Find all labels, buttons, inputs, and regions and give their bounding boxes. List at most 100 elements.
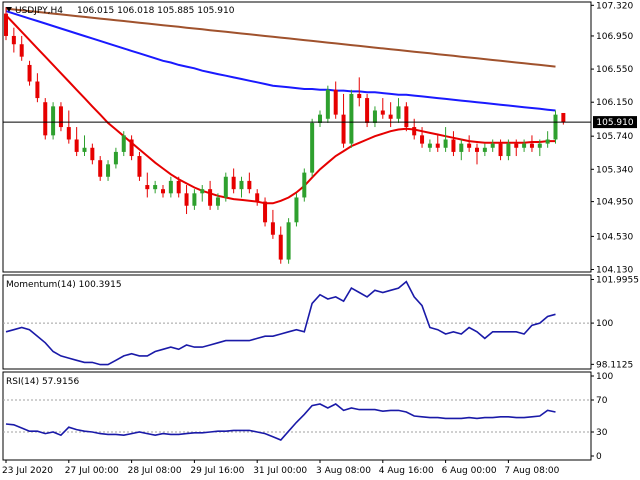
candle [506, 139, 511, 161]
candle [522, 139, 527, 152]
candle-body [11, 35, 16, 45]
candle [349, 89, 354, 148]
candle [443, 127, 448, 152]
time-tick-label: 28 Jul 08:00 [128, 466, 182, 476]
candle-body [498, 143, 503, 157]
collapse-triangle-icon[interactable] [6, 7, 12, 12]
price-tick-label: 105.740 [596, 132, 633, 142]
candle-body [388, 114, 393, 119]
candle-body [168, 180, 173, 194]
price-tick-label: 104.130 [596, 266, 633, 276]
candle-body [27, 64, 32, 82]
candle-body [529, 143, 534, 148]
ma-fast-layer [5, 14, 556, 205]
time-tick-label: 23 Jul 2020 [2, 466, 53, 476]
candle [278, 226, 283, 264]
last-price-tag: 105.910 [593, 116, 637, 129]
candle-body [113, 151, 118, 165]
candle [58, 102, 63, 132]
candle [161, 185, 165, 198]
candle [427, 139, 432, 152]
candle [475, 143, 479, 165]
candle-body [106, 164, 111, 177]
candle-body [467, 143, 472, 148]
candle-body [318, 114, 322, 123]
candle [302, 168, 307, 202]
candle [19, 35, 24, 61]
candle-body [98, 160, 103, 177]
rsi-label: RSI(14) 57.9156 [6, 377, 79, 387]
time-tick-label: 6 Aug 00:00 [442, 466, 497, 476]
main-price-panel: 107.320 106.950 106.550 106.150 105.740 105.3… [2, 1, 637, 276]
time-tick-label: 27 Jul 00:00 [65, 466, 119, 476]
candle [357, 77, 362, 107]
momentum-panel: 101.9955 100 98.1125 Momentum(14) 100.3915 [2, 274, 639, 370]
candle-body [231, 176, 236, 190]
candle-body [380, 110, 385, 115]
candle [192, 189, 197, 210]
rsi-tick-label: 30 [596, 428, 608, 438]
candle-body [522, 143, 527, 148]
momentum-label: Momentum(14) 100.3915 [6, 280, 122, 290]
candle [35, 73, 40, 103]
price-tick-label: 106.550 [596, 65, 633, 75]
candle-body [514, 143, 519, 148]
candle-body [443, 139, 448, 148]
ma-fast-line [5, 14, 556, 205]
candle-body [561, 112, 566, 123]
price-tick-label: 107.320 [596, 1, 633, 11]
price-axis: 107.320 106.950 106.550 106.150 105.740 105.3… [591, 1, 633, 276]
candle [223, 172, 228, 202]
candle [490, 139, 495, 152]
candle-body [153, 185, 158, 190]
candle-body [74, 139, 79, 152]
ma-slow-layer [5, 7, 556, 68]
candle-body [161, 189, 165, 194]
candle [537, 139, 542, 157]
candle [325, 85, 330, 123]
candle-body [553, 114, 558, 140]
time-tick-label: 31 Jul 00:00 [253, 466, 307, 476]
price-tick-label: 106.950 [596, 32, 633, 42]
rsi-tick-label: 100 [596, 372, 613, 382]
candle [11, 27, 16, 53]
candle [129, 135, 134, 161]
candle [153, 180, 158, 194]
candle [239, 176, 244, 198]
candle-body [365, 98, 370, 123]
rsi-axis: 100 70 30 0 [591, 372, 613, 462]
candle-body [278, 234, 283, 260]
candle [255, 189, 260, 206]
candle-body [208, 189, 213, 206]
main-panel-frame [2, 1, 592, 273]
candle-body [310, 122, 315, 173]
price-tick-label: 104.950 [596, 198, 633, 208]
candle [514, 139, 519, 157]
candle-body [223, 176, 228, 198]
candle [482, 143, 487, 157]
candle [106, 160, 111, 181]
symbol-timeframe: USDJPY,H4 [15, 6, 63, 16]
momentum-tick-label: 101.9955 [596, 275, 639, 285]
candle-body [215, 197, 220, 206]
candle [404, 102, 409, 132]
candle-body [90, 147, 95, 161]
candle-body [349, 93, 354, 144]
candle-body [270, 222, 275, 235]
candle [208, 180, 213, 210]
candle-body [58, 106, 63, 128]
candle-body [490, 143, 495, 148]
price-tick-label: 106.150 [596, 98, 633, 108]
candle-body [184, 193, 189, 206]
candle [529, 135, 534, 152]
candle-body [404, 106, 409, 128]
candle [294, 193, 299, 227]
last-price-tag-bg [593, 116, 637, 129]
rsi-tick-label: 70 [596, 396, 608, 406]
candle-body [451, 139, 456, 152]
candle [74, 127, 79, 157]
time-tick-label: 7 Aug 08:00 [504, 466, 559, 476]
candles-layer [4, 6, 566, 264]
rsi-panel-frame [2, 371, 592, 461]
candle-body [4, 13, 8, 36]
